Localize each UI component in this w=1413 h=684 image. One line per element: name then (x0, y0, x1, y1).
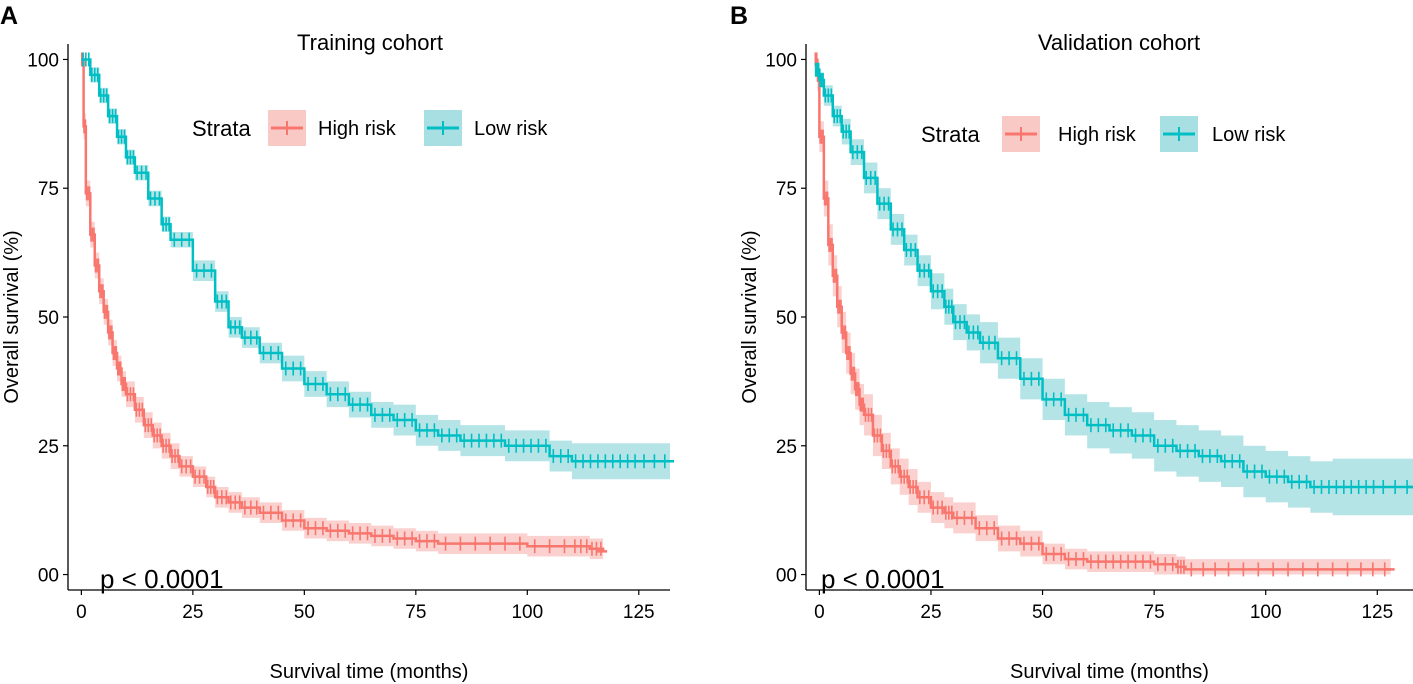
survival-curve-low-risk (81, 58, 670, 463)
legend-title: Strata (921, 122, 980, 147)
y-tick-label: 75 (776, 179, 797, 200)
y-tick-label: 25 (38, 437, 59, 458)
y-tick-label: 100 (765, 50, 797, 71)
x-tick-label: 25 (920, 602, 941, 623)
legend-item-low-risk: Low risk (1160, 116, 1286, 152)
training-cohort-chart: Training cohort 00 25 50 75 100 0 25 50 75 100 125 S… (1, 30, 674, 683)
x-axis-label: Survival time (months) (1010, 661, 1209, 683)
x-tick-label: 75 (1144, 602, 1165, 623)
x-tick-label: 100 (511, 602, 543, 623)
legend-item-low-risk: Low risk (424, 110, 548, 146)
p-value-annotation: p < 0.0001 (821, 564, 945, 594)
legend-label: High risk (318, 118, 397, 140)
chart-title: Validation cohort (1038, 30, 1200, 55)
y-tick-label: 75 (38, 179, 59, 200)
x-tick-label: 50 (294, 602, 315, 623)
y-tick-label: 25 (776, 437, 797, 458)
validation-cohort-chart: Validation cohort 00 25 50 75 100 0 25 50 75 100 12… (739, 30, 1413, 683)
legend-item-high-risk: High risk (268, 110, 397, 146)
x-tick-label: 25 (182, 602, 203, 623)
x-tick-label: 100 (1250, 602, 1282, 623)
y-tick-label: 00 (38, 566, 59, 587)
y-tick-label: 100 (27, 50, 59, 71)
x-tick-label: 75 (405, 602, 426, 623)
y-axis-label: Overall survival (%) (1, 230, 23, 403)
legend-label: Low risk (1212, 124, 1286, 146)
x-tick-label: 0 (76, 602, 87, 623)
y-tick-label: 50 (38, 308, 59, 329)
x-tick-label: 50 (1032, 602, 1053, 623)
y-tick-label: 50 (776, 308, 797, 329)
panel-label-b: B (730, 2, 749, 30)
p-value-annotation: p < 0.0001 (100, 564, 224, 594)
survival-curve-low-risk (814, 68, 1413, 489)
legend-label: Low risk (474, 118, 548, 140)
x-tick-label: 125 (623, 602, 655, 623)
legend-item-high-risk: High risk (1002, 116, 1137, 152)
x-tick-label: 0 (814, 602, 825, 623)
x-axis-label: Survival time (months) (270, 661, 469, 683)
y-axis-label: Overall survival (%) (739, 230, 761, 403)
confidence-band-low-risk (81, 59, 670, 480)
legend-label: High risk (1058, 124, 1137, 146)
panel-label-a: A (0, 2, 19, 30)
chart-title: Training cohort (297, 30, 443, 55)
y-tick-label: 00 (776, 566, 797, 587)
legend-title: Strata (192, 116, 251, 141)
x-tick-label: 125 (1361, 602, 1393, 623)
